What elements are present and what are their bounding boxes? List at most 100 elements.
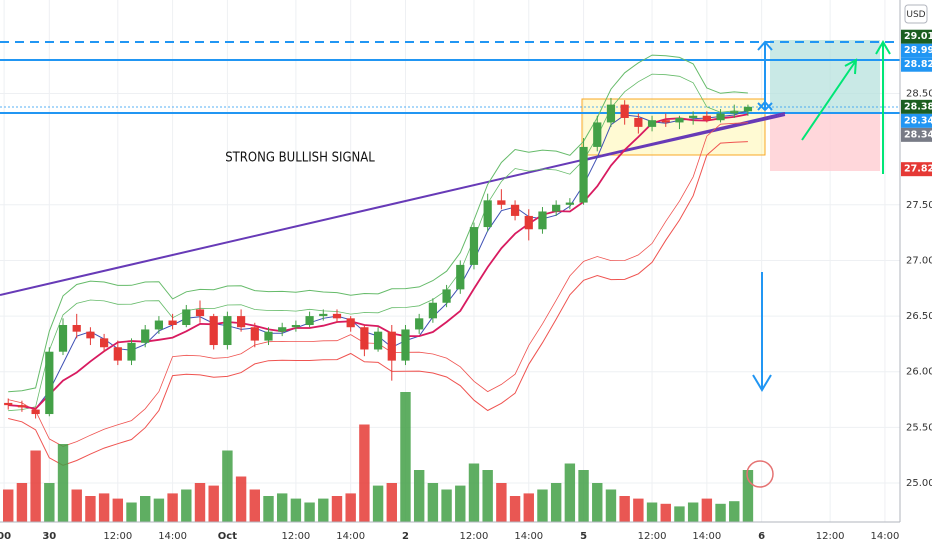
volume-bar <box>345 493 356 522</box>
volume-bar <box>126 502 137 522</box>
candle-body <box>250 327 259 341</box>
volume-bar <box>427 483 439 522</box>
volume-bar <box>44 483 55 522</box>
x-tick-label: 30 <box>42 531 56 542</box>
volume-bar <box>85 496 96 522</box>
volume-bar <box>537 489 548 522</box>
highlight-circle <box>746 460 774 488</box>
volume-bar <box>605 489 617 522</box>
price-label-bg <box>901 113 932 128</box>
volume-bar <box>509 496 521 522</box>
arrows <box>752 40 891 392</box>
volume-bar <box>263 496 274 522</box>
candle-body <box>264 331 273 341</box>
candle-body <box>469 227 479 265</box>
volume-bar <box>742 470 754 522</box>
volume-bar <box>359 424 370 522</box>
candle-body <box>524 215 533 230</box>
candle-body <box>552 204 561 212</box>
target-zone <box>770 40 880 113</box>
price-label-bg <box>901 43 932 58</box>
volume-bar <box>633 498 644 522</box>
volume-bar <box>290 498 302 522</box>
volume-bar <box>468 463 480 522</box>
blue-arrow <box>752 272 772 392</box>
x-tick-label: 14:00 <box>336 531 365 542</box>
candle-body <box>319 313 328 317</box>
volume-bar <box>496 483 507 522</box>
y-tick-label: 25.00 <box>906 478 932 489</box>
volume-bar <box>619 496 630 522</box>
candle-body <box>675 117 684 123</box>
candle-body <box>291 324 300 328</box>
candle-body <box>373 331 383 350</box>
candle-body <box>236 316 246 328</box>
annotation: STRONG BULLISH SIGNAL <box>225 151 375 166</box>
candle-body <box>4 402 13 406</box>
green-arrow <box>875 40 891 174</box>
x-tick-label: 12:00 <box>281 531 310 542</box>
price-label: 28.99 <box>904 45 932 56</box>
indicator-line <box>8 113 749 410</box>
volume-bar <box>592 483 603 522</box>
candle-body <box>86 331 95 339</box>
volume-bar <box>578 470 589 522</box>
volume-bar <box>523 493 534 522</box>
volume-bar <box>715 503 726 522</box>
volume-bar <box>674 506 685 522</box>
volume-bar <box>304 502 315 522</box>
candle-body <box>565 202 574 205</box>
price-label: 28.82 <box>904 59 932 70</box>
volume-bar <box>564 463 576 522</box>
volume-bar <box>318 498 329 522</box>
candle-body <box>31 409 40 415</box>
candle-body <box>702 115 711 121</box>
candle-body <box>689 115 698 118</box>
volume-bar <box>16 483 28 522</box>
x-tick-label: 12:00 <box>816 531 845 542</box>
volume-bar <box>482 470 493 522</box>
candle-body <box>182 309 191 325</box>
candle-body <box>278 327 287 332</box>
x-tick-label: 14:00 <box>514 531 543 542</box>
volume-bar <box>235 476 247 522</box>
volume-bar <box>386 483 397 522</box>
price-label: 28.38 <box>904 101 932 112</box>
x-tick-label: 14:00 <box>158 531 187 542</box>
y-tick-label: 28.50 <box>906 88 932 99</box>
candle-body <box>730 111 739 114</box>
volume-bar <box>400 392 411 522</box>
candle-body <box>72 324 81 332</box>
volume-bar <box>3 489 14 522</box>
volume <box>3 392 754 522</box>
indicator-line <box>8 54 748 393</box>
candle-body <box>223 316 232 346</box>
candle-body <box>168 320 177 325</box>
volume-bar <box>729 501 740 522</box>
candle-body <box>483 200 492 228</box>
volume-bar <box>98 493 110 522</box>
candle-body <box>415 318 424 330</box>
x-tick-label: 12:00 <box>103 531 132 542</box>
x-tick-label: 14:00 <box>871 531 900 542</box>
volume-bar <box>441 489 452 522</box>
candle-body <box>634 117 643 127</box>
green-arrow <box>801 58 858 141</box>
x-tick-label: 6 <box>758 531 765 542</box>
candle-body <box>45 351 54 415</box>
volume-bar <box>372 485 384 522</box>
candle-body <box>332 313 342 319</box>
volume-bar <box>71 489 82 522</box>
candle-body <box>606 104 616 123</box>
candle-body <box>154 320 164 330</box>
price-label-bg <box>901 162 932 177</box>
volume-bar <box>276 493 288 522</box>
candle-body <box>661 120 670 123</box>
candle-body <box>387 331 396 361</box>
volume-bar <box>331 496 343 522</box>
volume-bar <box>153 498 165 522</box>
volume-bar <box>181 489 192 522</box>
candle-body <box>17 405 27 408</box>
price-label-bg <box>901 99 932 114</box>
volume-bar <box>208 485 219 522</box>
